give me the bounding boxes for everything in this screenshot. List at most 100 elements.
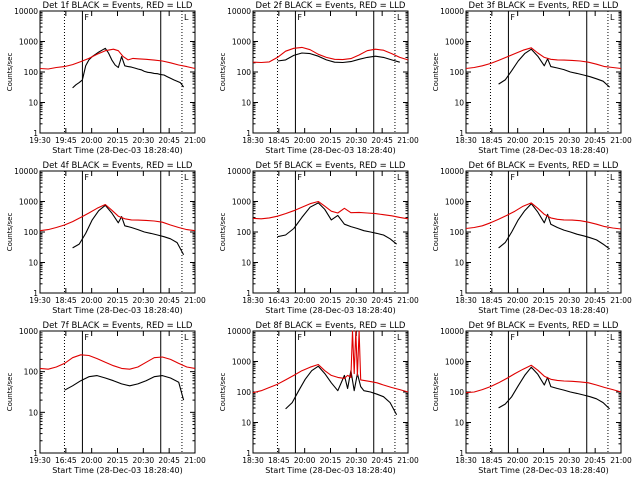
x-tick-label: 20:15 [533,296,555,305]
x-tick-label: 20:30 [346,136,368,145]
x-tick-label: 20:45 [158,456,180,465]
panel-title: Det 1f BLACK = Events, RED = LLD [43,1,193,11]
series-line-lld [252,330,409,394]
x-axis-label: Start Time (28-Dec-03 18:28:40) [265,146,396,155]
y-axis-label: Counts/sec [6,213,14,252]
x-axis-label: Start Time (28-Dec-03 18:28:40) [52,146,183,155]
x-tick-label: 20:30 [133,136,155,145]
y-tick-label: 10000 [440,167,464,176]
x-tick-label: 18:45 [55,296,77,305]
x-tick-label: 18:30 [242,456,264,465]
x-tick-label: 20:45 [584,296,606,305]
x-tick-label: 20:00 [81,136,103,145]
y-tick-label: 1 [459,289,464,298]
marker-label-f: F [510,13,515,22]
y-tick-label: 1 [459,129,464,138]
series-line-events [498,366,610,410]
x-tick-label: 20:00 [81,456,103,465]
y-axis-label: Counts/sec [219,53,227,92]
x-tick-label: 20:15 [533,456,555,465]
y-tick-label: 1 [33,129,38,138]
x-tick-label: 20:00 [507,136,529,145]
y-axis-label: Counts/sec [432,373,440,412]
panel-det-9f: Det 9f BLACK = Events, RED = LLD 1 10 100 10… [432,321,632,475]
y-tick-label: 1000 [19,38,38,47]
y-tick-label: 1 [246,449,251,458]
x-tick-label: 21:00 [184,136,206,145]
y-tick-label: 10 [28,259,38,268]
plot-frame [39,170,196,294]
y-tick-label: 1000 [232,198,251,207]
y-tick-label: 100 [450,68,465,77]
x-axis-label: Start Time (28-Dec-03 18:28:40) [478,146,609,155]
panel-det-2f: Det 2f BLACK = Events, RED = LLD 1 10 100 10… [219,1,419,155]
x-tick-label: 20:30 [346,456,368,465]
marker-label-l: L [610,333,615,342]
x-tick-label: 18:30 [242,296,264,305]
x-tick-label: 21:00 [397,136,419,145]
panel-det-8f: Det 8f BLACK = Events, RED = LLD 1 10 100 10… [219,321,419,475]
x-tick-label: 20:15 [320,456,342,465]
marker-label-f: F [510,173,515,182]
x-tick-label: 20:30 [559,296,581,305]
plot-frame [39,10,196,134]
x-axis-label: Start Time (28-Dec-03 18:28:40) [265,306,396,315]
y-tick-label: 10000 [14,7,38,16]
y-tick-label: 100 [24,228,39,237]
y-tick-label: 10000 [440,7,464,16]
plot-frame [252,330,409,454]
x-tick-label: 18:30 [455,296,477,305]
x-tick-label: 20:30 [559,136,581,145]
y-tick-label: 10 [241,99,251,108]
y-tick-label: 100 [24,368,39,377]
x-axis-label: Start Time (28-Dec-03 18:28:40) [478,306,609,315]
y-tick-label: 10000 [227,167,251,176]
plot-frame [465,170,622,294]
y-tick-label: 100 [450,228,465,237]
series-line-events [285,365,398,415]
y-tick-label: 10 [241,259,251,268]
panel-title: Det 3f BLACK = Events, RED = LLD [469,1,619,11]
series-line-lld [465,202,622,230]
marker-label-l: L [610,173,615,182]
x-tick-label: 20:15 [107,456,129,465]
series-line-lld [39,203,196,232]
series-line-lld [252,46,409,64]
x-tick-label: 20:15 [320,136,342,145]
x-tick-label: 16:43 [268,296,290,305]
x-tick-label: 18:45 [481,296,503,305]
y-axis-label: Counts/sec [219,213,227,252]
x-axis-label: Start Time (28-Dec-03 18:28:40) [52,466,183,475]
x-axis-label: Start Time (28-Dec-03 18:28:40) [478,466,609,475]
panel-title: Det 9f BLACK = Events, RED = LLD [469,321,619,331]
x-tick-label: 18:45 [481,456,503,465]
marker-label-l: L [610,13,615,22]
x-tick-label: 20:00 [294,296,316,305]
x-axis-label: Start Time (28-Dec-03 18:28:40) [52,306,183,315]
marker-label-f: F [297,333,302,342]
x-tick-label: 20:00 [294,456,316,465]
x-tick-label: 21:00 [184,456,206,465]
x-tick-label: 19:30 [29,456,51,465]
x-tick-label: 21:00 [397,296,419,305]
marker-label-l: L [184,333,189,342]
panel-det-5f: Det 5f BLACK = Events, RED = LLD 1 10 100 10… [219,161,419,315]
plot-frame [252,10,409,134]
series-line-events [64,375,185,401]
series-line-events [498,203,610,250]
y-tick-label: 100 [24,68,39,77]
y-tick-label: 10 [28,408,38,417]
y-tick-label: 1 [33,289,38,298]
x-tick-label: 20:45 [371,296,393,305]
y-tick-label: 1000 [445,198,464,207]
marker-label-f: F [297,173,302,182]
y-axis-label: Counts/sec [6,373,14,412]
x-tick-label: 20:00 [507,296,529,305]
y-tick-label: 100 [237,68,252,77]
x-tick-label: 20:00 [81,296,103,305]
x-tick-label: 18:45 [268,136,290,145]
panel-title: Det 4f BLACK = Events, RED = LLD [43,161,193,171]
x-tick-label: 20:00 [294,136,316,145]
panel-title: Det 7f BLACK = Events, RED = LLD [43,321,193,331]
x-tick-label: 20:45 [371,456,393,465]
